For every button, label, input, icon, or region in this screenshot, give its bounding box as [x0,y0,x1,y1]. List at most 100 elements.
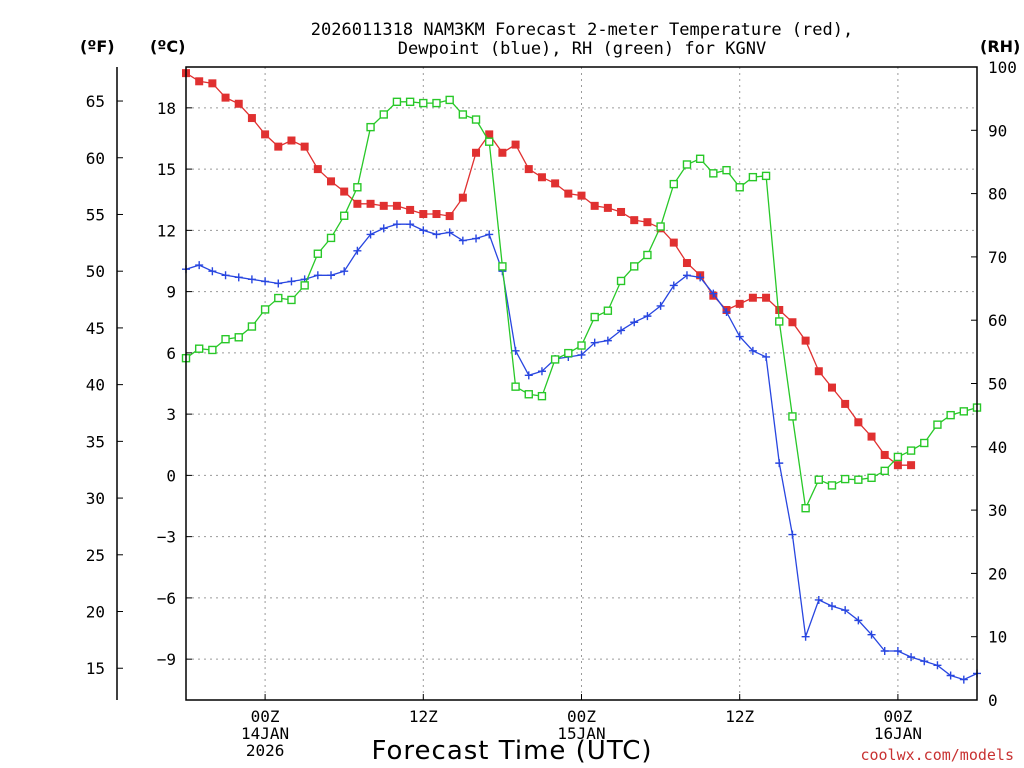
2-meter-temperature-point [524,165,533,174]
dewpoint-point [261,277,270,286]
rh-tick-label: 90 [988,121,1007,140]
dewpoint-point [643,312,652,321]
dewpoint-point [893,646,902,655]
2-meter-temperature-point [221,93,230,102]
2-meter-temperature-point [801,336,810,345]
rh-point [669,179,678,189]
dewpoint-point [287,277,296,286]
rh-tick-label: 60 [988,311,1007,330]
rh-point [194,344,204,353]
2-meter-temperature-point [564,189,573,198]
dewpoint-point [445,228,454,237]
2-meter-temperature-point [327,177,336,186]
fahrenheit-tick-label: 60 [86,149,105,168]
rh-point [946,410,955,420]
dewpoint-point [485,230,494,239]
rh-axis-unit: (RH) [980,37,1020,56]
rh-point [550,355,560,364]
dewpoint-point [208,267,217,276]
rh-point [630,262,639,271]
rh-tick-label: 100 [988,58,1017,77]
dewpoint-point [366,230,375,239]
rh-point [880,466,889,476]
dewpoint-point [762,352,771,361]
dewpoint-point [801,632,810,641]
dewpoint-point [709,289,718,298]
rh-point [643,250,652,260]
dewpoint-point [313,271,322,280]
rh-point [933,420,942,429]
2-meter-temperature-point [630,216,639,225]
fahrenheit-tick-label: 30 [86,489,105,508]
dewpoint-point [735,332,744,341]
2-meter-temperature-point [406,205,415,214]
2-meter-temperature-point [472,148,481,157]
2-meter-temperature-point [353,199,362,208]
rh-point [906,446,916,455]
dewpoint-point [221,271,230,280]
rh-point [379,110,388,119]
plot-frame [185,66,978,701]
credit-text: coolwx.com/models [860,746,1014,764]
2-meter-temperature-point [814,367,823,376]
dewpoint-point [617,326,626,335]
2-meter-temperature-point [208,79,217,88]
2-meter-temperature-point [748,293,757,302]
time-tick-label: 00Z [251,707,280,726]
rh-point [208,345,217,355]
time-tick-label: 14JAN [241,724,289,743]
2-meter-temperature-series [182,69,916,470]
rh-point [445,95,454,105]
fahrenheit-tick-label: 35 [86,432,105,451]
dewpoint-point [656,301,665,310]
rh-point [959,407,969,416]
rh-point [498,262,507,271]
fahrenheit-tick-label: 40 [86,376,105,395]
dewpoint-point [682,271,691,280]
rh-point [603,306,613,315]
2-meter-temperature-point [485,130,494,139]
dewpoint-point [920,657,929,666]
rh-point [287,295,296,305]
rh-point [260,305,270,314]
fahrenheit-tick-label: 45 [86,319,105,338]
rh-point [893,452,903,462]
rh-point [695,154,705,163]
fahrenheit-tick-label: 65 [86,92,105,111]
rh-tick-label: 50 [988,375,1007,394]
rh-point [234,333,243,342]
rh-point [814,475,823,484]
x-axis-label: Forecast Time (UTC) [371,736,652,766]
rh-point [247,322,257,331]
2-meter-temperature-line [185,72,912,466]
fahrenheit-tick-label: 20 [86,603,105,622]
2-meter-temperature-point [617,207,626,216]
rh-point [920,438,929,448]
2-meter-temperature-point [590,201,599,210]
dewpoint-point [274,279,283,288]
dewpoint-point [353,246,362,255]
2-meter-temperature-point [577,191,586,200]
celsius-tick-label: 6 [166,344,176,363]
2-meter-temperature-point [498,148,507,157]
celsius-tick-label: 18 [157,99,176,118]
2-meter-temperature-point [287,136,296,145]
2-meter-temperature-point [854,418,863,427]
2-meter-temperature-point [340,187,349,196]
time-tick-label: 16JAN [874,724,922,743]
rh-point [775,317,784,326]
rh-point [313,249,323,258]
time-tick-label: 00Z [883,707,912,726]
fahrenheit-axis: 15 20 25 30 35 40 45 50 55 60 65 [86,92,123,678]
2-meter-temperature-point [907,461,916,470]
dewpoint-point [880,646,889,655]
2-meter-temperature-point [551,179,560,188]
rh-point [432,98,441,108]
rh-point [722,165,731,175]
dewpoint-point [419,226,428,235]
rh-series [181,95,982,513]
dewpoint-point [933,661,942,670]
2-meter-temperature-point [682,259,691,268]
dewpoint-point [392,220,401,229]
dewpoint-point [327,271,336,280]
